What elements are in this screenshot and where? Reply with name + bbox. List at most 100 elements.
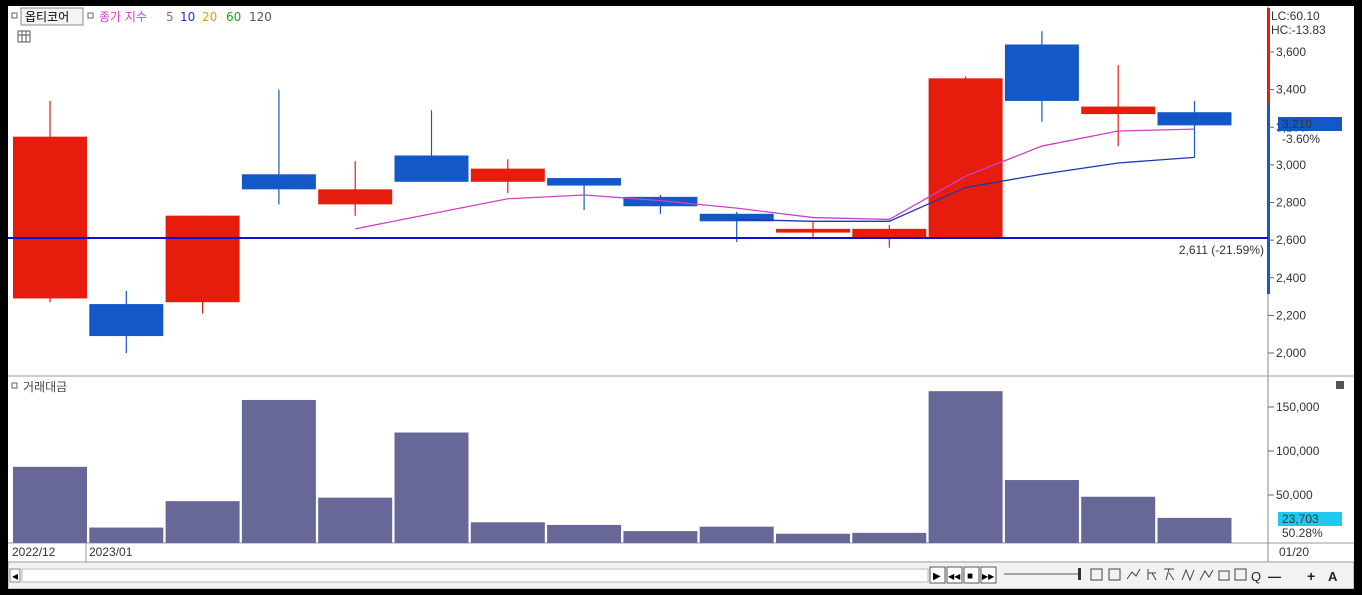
candle-body (165, 215, 240, 303)
zoom-handle[interactable] (1078, 568, 1081, 580)
vol-tag-box (1278, 512, 1342, 526)
stock-chart: 옵티코어 종가 지수 5 10 20 60 120 거래대금 LC:60.10 … (8, 6, 1354, 589)
forward-button[interactable] (980, 566, 997, 584)
x-label-2023-01: 2023/01 (89, 545, 133, 559)
lc-label: LC:60.10 (1271, 9, 1320, 23)
chart-window: 옵티코어 종가 지수 5 10 20 60 120 거래대금 LC:60.10 … (8, 6, 1354, 589)
price-tick-label: 2,600 (1276, 233, 1306, 247)
scroll-left-button[interactable] (9, 568, 21, 583)
wave-icon[interactable] (1181, 568, 1195, 582)
range-bar-up (1267, 8, 1270, 104)
horizontal-scrollbar[interactable] (21, 568, 929, 583)
candle (623, 194, 698, 214)
candle (547, 178, 622, 211)
play-button[interactable] (929, 566, 946, 584)
fan-icon[interactable] (1199, 569, 1214, 581)
snapshot-icon[interactable] (1234, 568, 1247, 581)
volume-bar (89, 527, 164, 543)
candle (394, 110, 469, 182)
candle-body (1004, 44, 1079, 101)
ma10-line (736, 156, 1195, 222)
support-line-label: 2,611 (-21.59%) (1179, 243, 1264, 257)
zoom-out-icon[interactable]: — (1268, 569, 1281, 584)
stop-icon: ■ (967, 571, 973, 582)
volume-bar (928, 391, 1003, 543)
ma-10-label[interactable]: 10 (180, 10, 195, 24)
x-label-2022-12: 2022/12 (12, 545, 56, 559)
candle (699, 211, 774, 243)
fork-icon[interactable] (1164, 568, 1175, 581)
search-icon[interactable]: Q (1251, 569, 1261, 584)
candle (89, 290, 164, 353)
volume-bar (394, 432, 469, 543)
candle (776, 221, 850, 239)
price-tick-label: 3,000 (1276, 158, 1306, 172)
split-icon[interactable] (1108, 568, 1121, 581)
price-tick-label: 2,000 (1276, 346, 1306, 360)
candle (318, 161, 393, 216)
table-grid-icon[interactable] (17, 30, 31, 43)
volume-bar (547, 524, 622, 543)
vol-pct: 50.28% (1282, 526, 1323, 540)
volume-bar (470, 522, 545, 543)
branch-icon[interactable] (1147, 569, 1157, 581)
forward-icon: ▶▶ (982, 572, 995, 581)
price-tag-box (1278, 117, 1342, 131)
volume-bar (623, 531, 698, 543)
candle (470, 159, 545, 194)
candle-body (13, 136, 87, 299)
price-tick-label: 2,400 (1276, 271, 1306, 285)
zoom-slider[interactable] (1004, 568, 1081, 580)
candle-body (470, 168, 545, 182)
stock-name-button[interactable] (20, 7, 84, 26)
candle (928, 76, 1003, 239)
save-icon[interactable] (1218, 570, 1230, 581)
rewind-button[interactable] (946, 566, 963, 584)
ma-60-label[interactable]: 60 (226, 10, 241, 24)
volume-bar (318, 497, 393, 543)
price-tick-label: 3,600 (1276, 45, 1306, 59)
ma5-line (355, 128, 1195, 230)
tool-icons: Q — + A (1090, 568, 1338, 584)
price-tick-label: 2,200 (1276, 308, 1306, 322)
volume-bar (1004, 480, 1079, 543)
ma-5-label[interactable]: 5 (166, 10, 174, 24)
reference-line[interactable]: 2,611 (-21.59%) (8, 237, 1268, 257)
ma-120-label[interactable]: 120 (249, 10, 272, 24)
volume-bar (241, 399, 316, 543)
stop-button[interactable] (963, 566, 980, 584)
candle-body (89, 304, 164, 337)
volume-bars (13, 391, 1232, 543)
candle-body (1081, 106, 1156, 115)
candle (1004, 31, 1079, 122)
indicator-label[interactable]: 종가 지수 (99, 10, 147, 24)
candle-body (1157, 112, 1232, 126)
price-tick-label: 2,800 (1276, 196, 1306, 210)
layout-icon[interactable] (1090, 568, 1103, 581)
moving-averages (355, 128, 1195, 230)
auto-scale-icon[interactable]: A (1328, 569, 1338, 584)
volume-bar (776, 533, 850, 543)
volume-bar (1157, 517, 1232, 543)
ma-20-label[interactable]: 20 (202, 10, 217, 24)
hc-label: HC:-13.83 (1271, 23, 1326, 37)
candle (165, 215, 240, 314)
candle-body (547, 178, 622, 186)
volume-tick-label: 50,000 (1276, 488, 1313, 502)
volume-bar (699, 526, 774, 543)
candle-body (394, 155, 469, 182)
volume-tick-label: 100,000 (1276, 444, 1320, 458)
stock-name: 옵티코어 (25, 10, 69, 24)
candles (13, 31, 1232, 353)
panel-close-icon[interactable] (1336, 381, 1344, 389)
price-tick-label: 3,400 (1276, 83, 1306, 97)
volume-tick-label: 150,000 (1276, 400, 1320, 414)
trend-icon[interactable] (1126, 568, 1141, 580)
volume-axis-ticks: 150,000 100,000 50,000 (1268, 400, 1320, 502)
zoom-in-icon[interactable]: + (1307, 568, 1315, 584)
candle-body (776, 228, 850, 233)
candle-body (852, 228, 927, 239)
x-label-current: 01/20 (1279, 545, 1309, 559)
indicator-marker-icon (87, 12, 94, 19)
volume-marker-icon (11, 382, 18, 389)
